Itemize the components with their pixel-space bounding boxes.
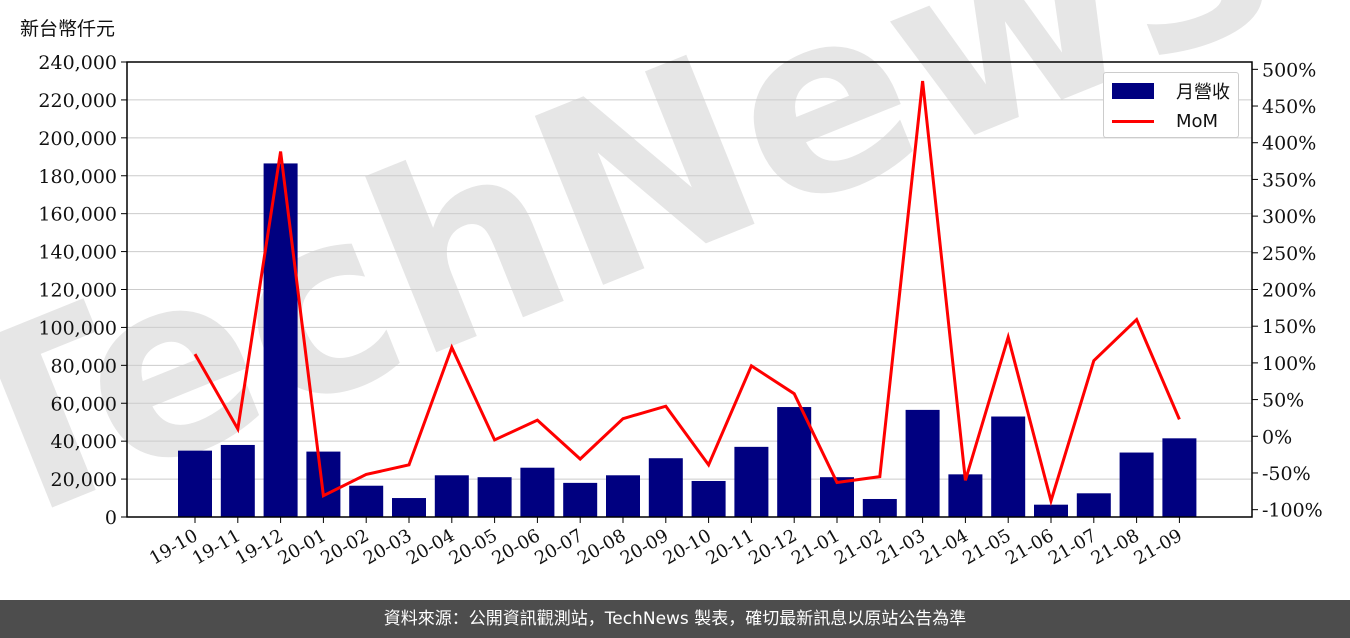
source-footer: 資料來源：公開資訊觀測站，TechNews 製表，確切最新訊息以原站公告為準 — [0, 600, 1350, 638]
left-tick-label: 220,000 — [38, 90, 117, 112]
left-tick-label: 60,000 — [51, 393, 117, 415]
x-tick-label: 21-07 — [1045, 525, 1100, 569]
right-tick-label: 300% — [1262, 206, 1316, 228]
right-tick-label: 500% — [1262, 59, 1316, 81]
x-tick-label: 20-02 — [317, 525, 372, 569]
bar — [220, 444, 255, 517]
right-tick-label: -100% — [1262, 500, 1323, 522]
bar — [1162, 438, 1197, 517]
legend-item-bars: 月營收 — [1112, 79, 1230, 103]
right-tick-label: 450% — [1262, 96, 1316, 118]
right-tick-label: 100% — [1262, 353, 1316, 375]
bar — [777, 407, 812, 517]
x-tick-label: 20-04 — [403, 525, 458, 569]
legend-bar-swatch — [1112, 83, 1154, 99]
left-tick-label: 200,000 — [38, 128, 117, 150]
bar — [263, 163, 298, 518]
left-tick-label: 40,000 — [51, 431, 117, 453]
right-tick-label: 350% — [1262, 169, 1316, 191]
left-tick-label: 0 — [105, 507, 117, 529]
legend-line-swatch — [1112, 119, 1154, 123]
x-tick-label: 21-09 — [1130, 525, 1185, 569]
bar — [178, 450, 212, 517]
x-tick-label: 21-06 — [1002, 525, 1057, 569]
x-tick-label: 21-05 — [959, 525, 1014, 569]
right-tick-label: 250% — [1262, 243, 1316, 265]
x-tick-label: 20-07 — [531, 525, 586, 569]
left-tick-label: 160,000 — [38, 204, 117, 226]
x-tick-label: 21-08 — [1088, 525, 1143, 569]
bar — [691, 480, 726, 517]
x-tick-label: 21-03 — [874, 525, 929, 569]
x-tick-label: 20-01 — [274, 525, 329, 569]
bar — [520, 467, 555, 517]
bar — [1034, 504, 1068, 517]
bar — [606, 475, 640, 517]
legend-item-line: MoM — [1112, 109, 1218, 133]
x-tick-label: 20-03 — [360, 525, 415, 569]
left-tick-label: 180,000 — [38, 166, 117, 188]
right-tick-label: 150% — [1262, 316, 1316, 338]
x-tick-label: 20-09 — [617, 525, 672, 569]
x-tick-label: 21-04 — [916, 525, 971, 569]
right-tick-label: 50% — [1262, 390, 1304, 412]
bar — [349, 485, 384, 517]
bar — [1119, 452, 1154, 517]
left-tick-label: 140,000 — [38, 242, 117, 264]
x-tick-label: 19-10 — [146, 525, 201, 569]
left-tick-label: 240,000 — [38, 52, 117, 74]
bar — [862, 498, 897, 517]
bar — [905, 409, 940, 517]
right-tick-label: 0% — [1262, 426, 1292, 448]
x-tick-label: 20-05 — [446, 525, 501, 569]
x-tick-label: 20-08 — [574, 525, 629, 569]
x-tick-label: 20-06 — [488, 525, 543, 569]
left-tick-label: 120,000 — [38, 280, 117, 302]
x-tick-label: 21-02 — [831, 525, 886, 569]
bar — [1076, 493, 1111, 517]
x-tick-label: 20-10 — [660, 525, 715, 569]
x-tick-label: 20-11 — [702, 525, 757, 569]
x-tick-label: 19-11 — [189, 525, 244, 569]
legend-bar-label: 月營收 — [1176, 82, 1230, 103]
x-tick-label: 21-01 — [788, 525, 843, 569]
bar — [563, 482, 598, 517]
bar — [991, 416, 1026, 517]
legend: 月營收 MoM — [1103, 72, 1239, 138]
bar — [734, 446, 769, 517]
bar — [648, 458, 683, 517]
y-axis-unit-label: 新台幣仟元 — [20, 18, 116, 40]
bar — [948, 474, 983, 517]
legend-line-label: MoM — [1176, 110, 1219, 132]
mom-line — [193, 80, 1181, 507]
bar — [477, 477, 512, 517]
right-tick-label: 200% — [1262, 280, 1316, 302]
x-tick-label: 19-12 — [232, 525, 287, 569]
left-tick-label: 100,000 — [38, 317, 117, 339]
bar — [434, 475, 469, 517]
chart-area: TechNews020,00040,00060,00080,000100,000… — [0, 0, 1323, 585]
bar — [392, 498, 426, 517]
right-tick-label: 400% — [1262, 133, 1316, 155]
right-tick-label: -50% — [1262, 463, 1311, 485]
left-tick-label: 20,000 — [51, 469, 117, 491]
x-tick-label: 20-12 — [745, 525, 800, 569]
left-tick-label: 80,000 — [51, 355, 117, 377]
